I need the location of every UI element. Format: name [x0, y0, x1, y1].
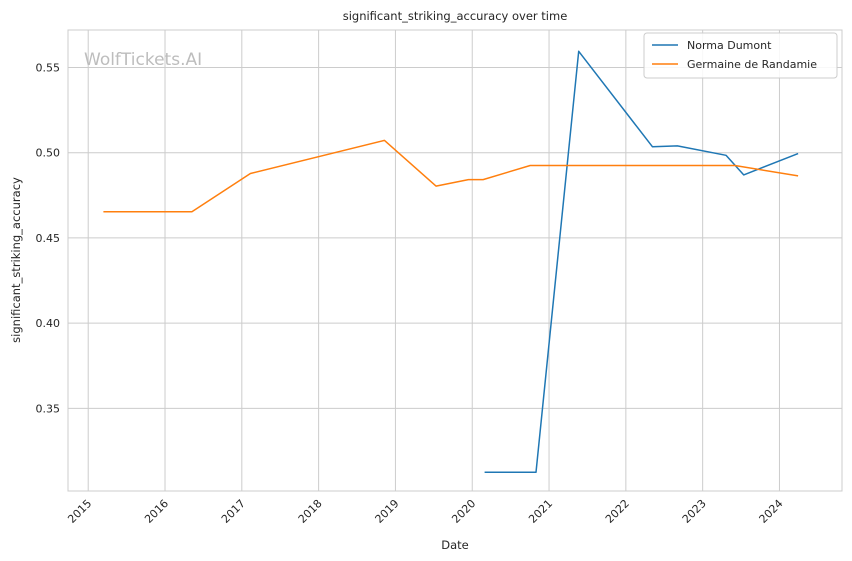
x-tick-label: 2022 — [603, 497, 632, 526]
legend-label: Norma Dumont — [687, 39, 772, 52]
x-tick-label: 2021 — [526, 497, 555, 526]
x-tick-label: 2020 — [449, 497, 478, 526]
y-tick-label: 0.35 — [36, 402, 61, 415]
x-tick-label: 2015 — [65, 497, 94, 526]
y-tick-label: 0.50 — [36, 147, 61, 160]
legend: Norma Dumont Germaine de Randamie — [643, 32, 838, 79]
y-tick-label: 0.45 — [36, 232, 61, 245]
series-layer — [103, 50, 799, 474]
y-axis-label: significant_striking_accuracy — [9, 177, 23, 343]
y-tick-label: 0.55 — [36, 61, 61, 74]
plot-frame — [67, 29, 843, 492]
y-axis-ticks: 0.35 0.40 0.45 0.50 0.55 — [36, 61, 61, 415]
x-tick-label: 2017 — [219, 497, 248, 526]
x-tick-label: 2019 — [373, 497, 402, 526]
legend-label: Germaine de Randamie — [687, 58, 817, 71]
plot-background — [68, 30, 842, 491]
x-axis-label: Date — [441, 538, 469, 552]
x-tick-label: 2023 — [680, 497, 709, 526]
x-tick-label: 2016 — [142, 497, 171, 526]
watermark: WolfTickets.AI — [84, 50, 202, 70]
x-axis-ticks: 2015 2016 2017 2018 2019 2020 2021 2022 2023 2024 — [65, 497, 785, 526]
legend-box — [643, 32, 838, 79]
x-tick-label: 2024 — [757, 497, 786, 526]
series-line — [103, 139, 799, 213]
y-tick-label: 0.40 — [36, 317, 61, 330]
x-tick-label: 2018 — [296, 497, 325, 526]
series-line — [484, 50, 799, 474]
chart-title: significant_striking_accuracy over time — [343, 9, 568, 23]
